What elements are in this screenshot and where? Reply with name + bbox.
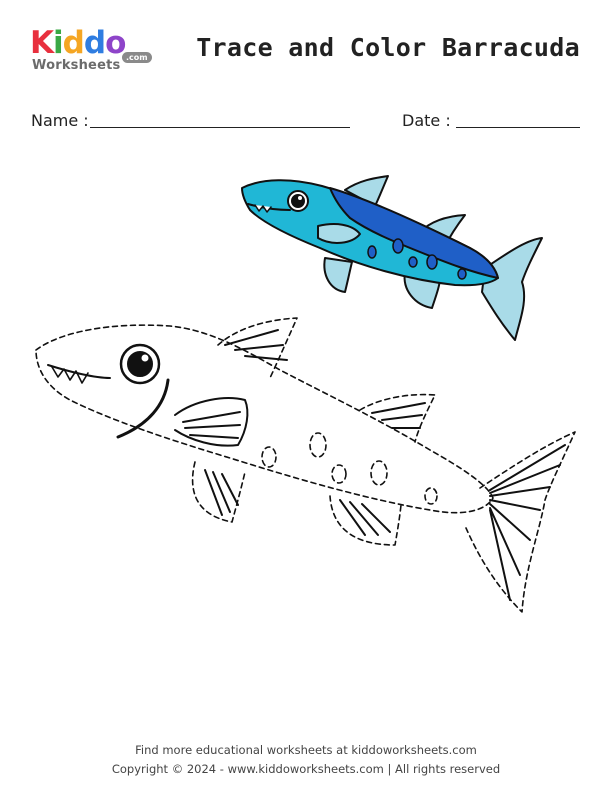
trace-body — [35, 324, 494, 514]
colored-barracuda — [241, 175, 543, 341]
name-line[interactable] — [90, 127, 350, 128]
trace-eye-pupil — [127, 351, 153, 377]
trace-tail — [465, 431, 576, 613]
kiddo-logo: Kiddo Worksheets .com — [30, 28, 160, 78]
date-label: Date : — [402, 111, 451, 130]
logo-subtitle: Worksheets — [32, 58, 121, 73]
trace-belly-fin-rays — [204, 469, 239, 516]
belly-fin — [323, 257, 353, 293]
trace-mouth — [47, 364, 111, 379]
trace-eye-shine — [141, 354, 149, 362]
trace-spots — [261, 432, 438, 505]
trace-gill — [116, 378, 170, 439]
logo-letter: d — [62, 25, 85, 61]
logo-letter: K — [30, 25, 54, 61]
trace-pectoral-fin — [174, 397, 249, 447]
eye-shine — [298, 196, 302, 200]
trace-tail-rays — [489, 444, 566, 601]
logo-letter: i — [53, 25, 64, 61]
name-label: Name : — [31, 111, 89, 130]
page-title: Trace and Color Barracuda — [196, 33, 580, 62]
top-dorsal-fin — [344, 175, 389, 207]
trace-belly-fin — [191, 461, 246, 523]
body-dark-stripe — [329, 187, 499, 279]
eye-pupil — [291, 194, 305, 208]
teeth — [254, 204, 272, 213]
tail-fin — [481, 237, 543, 341]
footer-copyright: Copyright © 2024 - www.kiddoworksheets.c… — [111, 762, 501, 776]
trace-rear-belly-fin — [329, 495, 402, 546]
trace-top-fin-rays — [224, 329, 288, 361]
trace-rear-top-fin — [359, 393, 436, 443]
trace-top-fin — [217, 317, 298, 379]
date-line[interactable] — [456, 127, 580, 128]
spots — [367, 238, 467, 280]
logo-wordmark: Kiddo — [30, 25, 126, 61]
tracing-barracuda — [35, 317, 576, 613]
trace-rear-top-fin-rays — [371, 402, 426, 429]
trace-rear-belly-fin-rays — [339, 499, 391, 536]
logo-com-badge: .com — [122, 52, 152, 63]
trace-teeth — [51, 366, 89, 384]
trace-eye-outer — [119, 343, 161, 385]
tracing-barracuda-solid-details — [47, 329, 566, 601]
footer-promo: Find more educational worksheets at kidd… — [135, 743, 477, 757]
logo-letter: o — [105, 25, 126, 61]
pectoral-fin — [317, 223, 361, 244]
logo-letter: d — [83, 25, 106, 61]
